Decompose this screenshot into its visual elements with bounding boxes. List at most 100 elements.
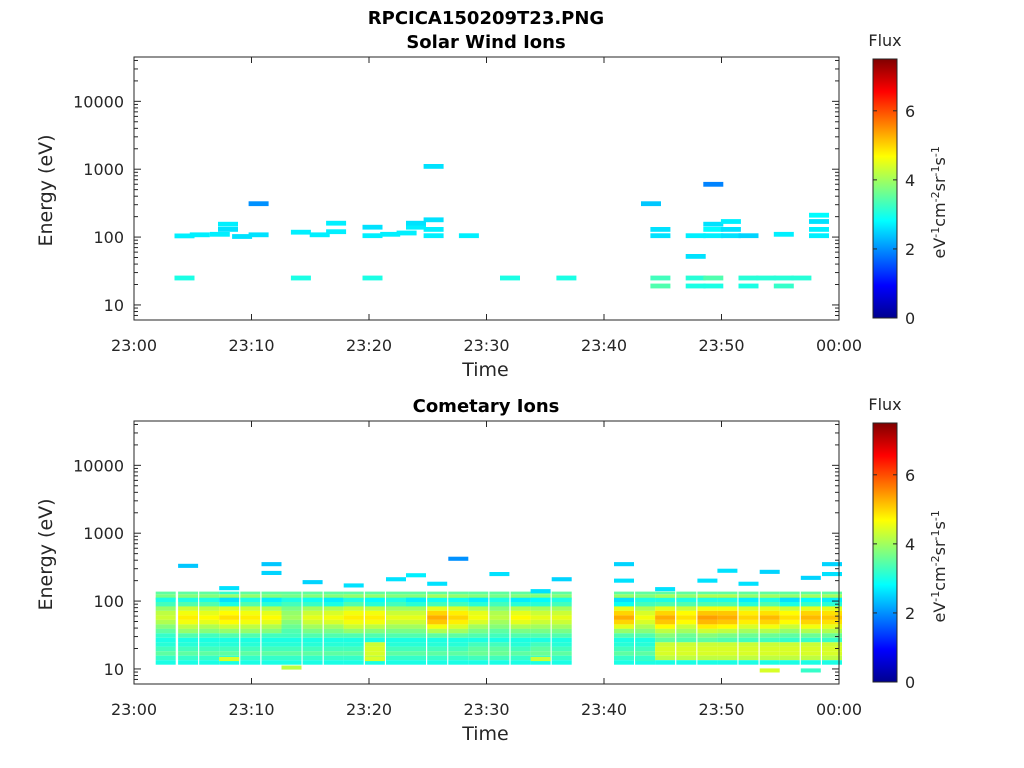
heatmap-cell xyxy=(448,651,469,656)
heatmap-cell xyxy=(655,633,676,638)
heatmap-cell xyxy=(364,606,385,611)
heatmap-cell xyxy=(232,234,253,239)
heatmap-cell xyxy=(302,646,323,652)
heatmap-cell xyxy=(199,651,220,656)
heatmap-cell xyxy=(219,633,240,638)
heatmap-cell xyxy=(240,602,261,607)
heatmap-cell xyxy=(530,642,551,647)
y-tick-label: 1000 xyxy=(83,160,124,179)
heatmap-cell xyxy=(178,591,199,595)
heatmap-cell xyxy=(510,660,531,665)
heatmap-cell xyxy=(759,637,780,643)
heatmap-cell xyxy=(302,633,323,638)
heatmap-cell xyxy=(489,619,510,625)
heatmap-cell xyxy=(406,224,426,230)
heatmap-cell xyxy=(800,615,821,620)
heatmap-cell xyxy=(364,633,385,638)
heatmap-cell xyxy=(323,591,344,595)
heatmap-cell xyxy=(779,628,800,634)
heatmap-cell xyxy=(822,633,842,638)
heatmap-cell xyxy=(468,619,489,625)
heatmap-cell xyxy=(500,275,520,281)
heatmap-cell xyxy=(800,628,821,634)
heatmap-cell xyxy=(155,619,176,625)
y-axis: 10 100 1000 10000 xyxy=(73,423,839,685)
heatmap-cell xyxy=(386,591,406,595)
heatmap-cell xyxy=(635,660,656,665)
heatmap-cell xyxy=(697,597,718,602)
heatmap-cell xyxy=(614,562,634,567)
heatmap-cell xyxy=(800,591,821,595)
heatmap-cell xyxy=(219,660,240,665)
heatmap-cell xyxy=(468,642,489,647)
y-axis-label: Energy (eV) xyxy=(35,498,57,610)
heatmap-cell xyxy=(685,283,706,289)
heatmap-cell xyxy=(281,642,302,647)
heatmap-cell xyxy=(510,646,531,652)
heatmap-cell xyxy=(199,655,220,661)
heatmap-cell xyxy=(261,660,282,665)
heatmap-cell xyxy=(343,655,364,661)
heatmap-cell xyxy=(155,633,176,638)
heatmap-cell xyxy=(809,212,829,218)
heatmap-cell xyxy=(364,610,385,616)
heatmap-cell xyxy=(635,606,656,611)
heatmap-cell xyxy=(697,642,718,647)
heatmap-cell xyxy=(489,655,510,661)
heatmap-cell xyxy=(343,646,364,652)
heatmap-cell xyxy=(323,642,344,647)
heatmap-cell xyxy=(759,646,780,652)
heatmap-cell xyxy=(551,633,572,638)
heatmap-cell xyxy=(530,594,551,597)
x-tick-label: 23:40 xyxy=(581,700,627,719)
heatmap-cell xyxy=(738,581,759,586)
heatmap-cell xyxy=(427,646,448,652)
heatmap-cell xyxy=(822,628,842,634)
colorbar-tick-label: 6 xyxy=(905,466,915,485)
heatmap-cell xyxy=(406,655,426,661)
heatmap-cell xyxy=(458,233,479,239)
heatmap-cell xyxy=(362,224,383,230)
heatmap-cell xyxy=(281,633,302,638)
heatmap-cell xyxy=(219,615,240,620)
heatmap-cell xyxy=(240,628,261,634)
heatmap-cell xyxy=(199,633,220,638)
heatmap-cell xyxy=(281,665,302,670)
heatmap-cell xyxy=(281,624,302,629)
heatmap-cell xyxy=(380,231,401,237)
heatmap-cell xyxy=(386,597,406,602)
heatmap-cell xyxy=(738,628,759,634)
heatmap-cell xyxy=(738,655,759,661)
heatmap-cell xyxy=(448,628,469,634)
heatmap-cell xyxy=(551,619,572,625)
heatmap-cell xyxy=(427,610,448,616)
heatmap-cell xyxy=(178,563,199,568)
heatmap-cell xyxy=(614,646,634,652)
heatmap-cell xyxy=(427,628,448,634)
heatmap-cell xyxy=(174,233,195,239)
heatmap-cell xyxy=(489,628,510,634)
heatmap-cell xyxy=(614,615,634,620)
heatmap-cell xyxy=(302,655,323,661)
heatmap-cell xyxy=(779,591,800,595)
heatmap-cell xyxy=(364,637,385,643)
heatmap-cell xyxy=(178,606,199,611)
heatmap-cell xyxy=(155,597,176,602)
x-axis: 23:00 23:10 23:20 23:30 23:40 23:50 00:00 xyxy=(111,57,862,355)
heatmap-cell xyxy=(720,219,741,224)
heatmap-cell xyxy=(448,602,469,607)
heatmap-cell xyxy=(219,619,240,625)
heatmap-cell xyxy=(343,642,364,647)
heatmap-cell xyxy=(261,651,282,656)
heatmap-cell xyxy=(302,594,323,597)
colorbar-title: Flux xyxy=(868,395,901,414)
heatmap-cell xyxy=(717,591,738,595)
heatmap-cell xyxy=(720,227,741,232)
colorbar-label-part: sr xyxy=(930,540,949,555)
heatmap-cell xyxy=(717,637,738,643)
y-axis: 10 100 1000 10000 xyxy=(73,59,839,321)
heatmap-cell xyxy=(489,642,510,647)
heatmap-cell xyxy=(551,637,572,643)
heatmap-cell xyxy=(510,615,531,620)
